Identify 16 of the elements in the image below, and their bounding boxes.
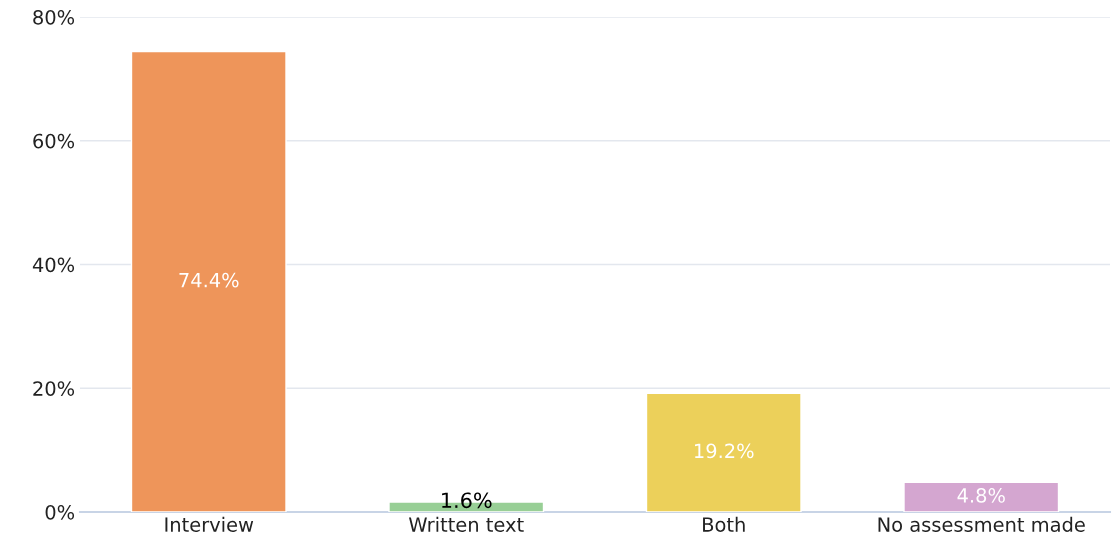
bar — [645, 392, 802, 512]
y-tick-label: 0% — [45, 504, 75, 520]
y-tick-label: 60% — [33, 133, 75, 149]
x-tick-label: Both — [703, 516, 745, 532]
y-tick-label: 20% — [33, 381, 75, 396]
bar — [130, 50, 287, 512]
data-label: 1.6% — [442, 492, 492, 509]
data-label: 19.2% — [695, 443, 754, 459]
x-tick-label: Interview — [165, 516, 254, 532]
x-tick-label: No assessment made — [878, 516, 1085, 532]
bar — [903, 481, 1060, 512]
data-label: 4.8% — [957, 488, 1005, 503]
y-tick-label: 80% — [33, 9, 75, 25]
data-label: 74.4% — [179, 272, 239, 288]
x-tick-label: Written text — [408, 516, 524, 532]
y-tick-label: 40% — [32, 257, 75, 273]
